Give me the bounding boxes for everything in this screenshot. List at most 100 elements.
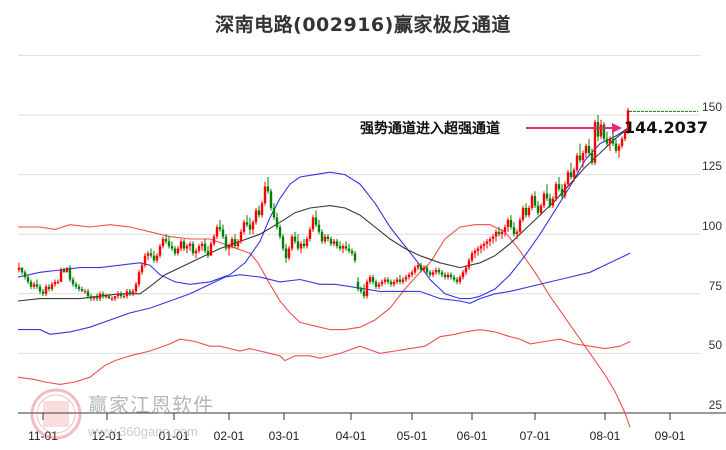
candle-body [377,284,381,287]
candle-body [131,291,135,294]
x-tick-label: 12-01 [91,429,123,443]
candle-body [89,296,93,299]
candle-body [290,236,294,249]
inner-upper-band [17,126,631,300]
watermark-text: 赢家江恩软件 [88,393,214,417]
candle-body [209,243,213,256]
candle-body [533,196,537,206]
candle-body [545,193,549,199]
candle-body [371,277,375,282]
y-tick-150: 150 [701,100,722,114]
candle-body [407,274,411,278]
candle-body [158,246,162,256]
candle-body [101,293,105,297]
candle-body [80,289,84,292]
candle-body [422,267,426,270]
candle-body [524,207,528,216]
candle-body [443,274,447,278]
candle-body [98,293,102,299]
candle-body [389,281,393,285]
candle-body [137,272,141,285]
candle-body [278,227,282,237]
candle-body [485,241,489,244]
candle-body [626,110,630,132]
candle-body [566,172,570,185]
candle-body [620,138,624,146]
signal-annotation: 强势通道进入超强通道 [360,121,500,137]
candle-body [338,246,342,249]
candle-body [215,227,219,237]
candle-body [38,286,42,292]
candle-body [251,222,255,230]
x-tick-label: 05-01 [396,429,428,443]
candle-body [458,277,462,282]
candle-body [488,238,492,242]
candle-body [119,293,123,297]
candle-body [188,243,192,247]
candle-body [59,269,63,282]
candle-body [122,296,126,298]
candle-body [344,246,348,249]
candle-body [368,277,372,282]
candle-body [86,291,90,297]
candle-body [512,227,516,235]
chart-title: 深南电路(002916)赢家极反通道 [215,14,511,36]
candle-body [617,145,621,151]
candle-body [77,286,81,290]
candle-body [557,184,561,189]
candle-body [473,250,477,254]
candle-body [434,269,438,273]
candle-body [413,267,417,273]
candle-body [41,291,45,294]
candle-body [68,267,72,280]
candle-body [386,279,390,282]
candle-body [242,222,246,232]
candle-body [440,272,444,275]
candle-body [464,267,468,273]
candle-body [362,291,366,297]
candle-body [560,188,564,197]
candle-body [578,155,582,161]
candle-body [590,153,594,163]
candle-body [602,124,606,139]
candle-body [287,248,291,259]
candle-body [521,207,525,220]
candle-body [104,296,108,298]
x-tick-label: 07-01 [519,429,551,443]
arrow-right-icon [612,123,622,133]
candle-body [383,279,387,282]
candle-body [266,186,270,192]
outer-lower-band [17,329,631,385]
candle-body [572,169,576,177]
candle-body [83,291,87,293]
candle-body [146,253,150,256]
candle-body [506,219,510,228]
candle-body [548,198,552,206]
candle-body [134,284,138,292]
candle-body [65,267,69,273]
candle-body [32,284,36,287]
candle-body [359,289,363,292]
candle-body [326,236,330,239]
candle-body [332,241,336,244]
candle-body [149,253,153,256]
candle-body [551,198,555,206]
candle-body [185,246,189,249]
candle-body [515,231,519,235]
candle-body [335,241,339,247]
x-tick-label: 11-01 [28,429,58,443]
candle-body [17,267,21,270]
x-tick-label: 04-01 [335,429,367,443]
candle-body [167,241,171,247]
candle-body [329,238,333,244]
candle-body [206,250,210,256]
candle-body [554,184,558,199]
candle-body [71,279,75,285]
candle-body [281,236,285,249]
x-tick-label: 02-01 [213,429,245,443]
candle-body [398,279,402,282]
candle-body [194,250,198,254]
candle-body [518,219,522,232]
candle-body [155,255,159,261]
